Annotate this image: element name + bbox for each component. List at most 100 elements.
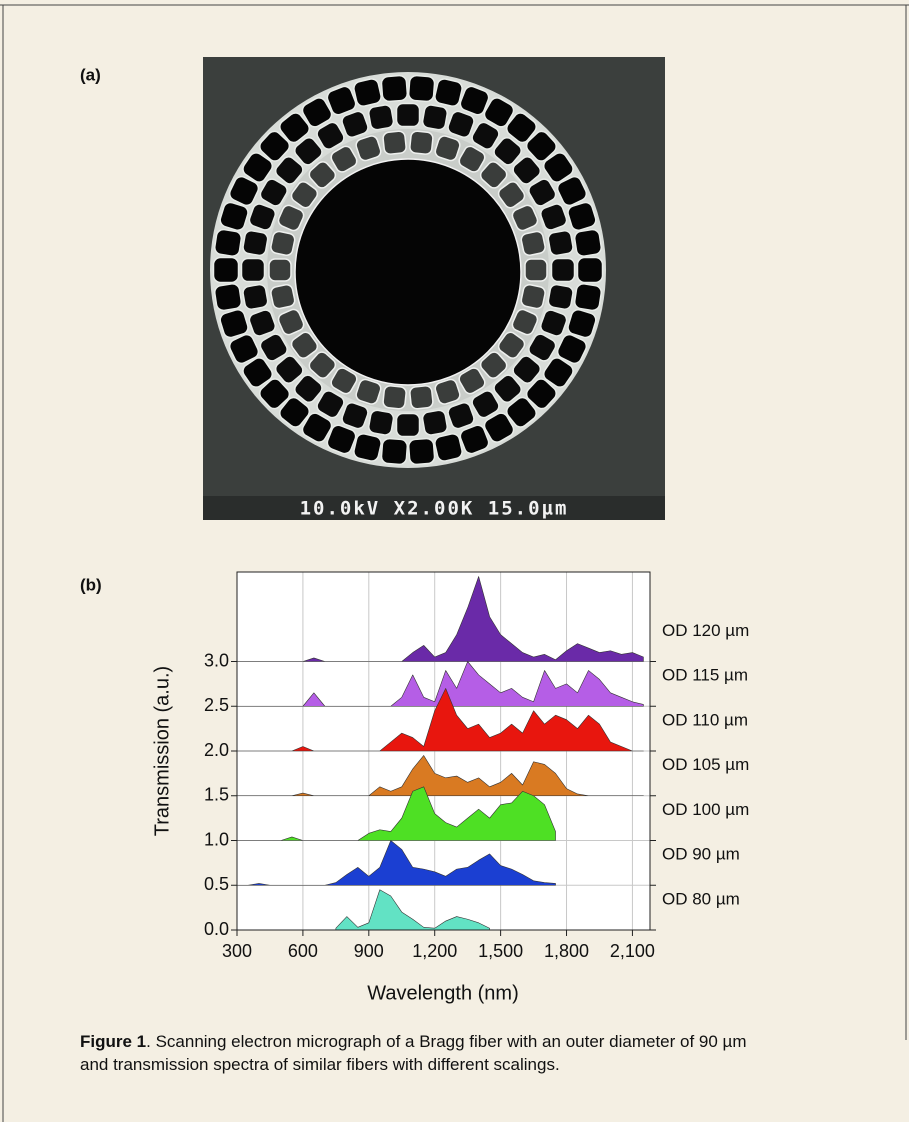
sem-cell <box>270 230 296 257</box>
sem-cell <box>421 104 448 131</box>
sem-cell <box>567 201 597 231</box>
sem-cell <box>341 401 369 430</box>
sem-cell <box>277 308 305 336</box>
sem-cell <box>316 121 345 150</box>
sem-cell <box>259 333 288 362</box>
sem-cell <box>471 390 500 419</box>
sem-cell <box>277 204 305 232</box>
sem-cell <box>308 351 337 379</box>
sem-cell <box>409 385 434 410</box>
sem-cell <box>528 178 557 207</box>
sem-cell <box>274 355 304 384</box>
sem-cell <box>539 309 568 337</box>
y-axis-title: Transmission (a.u.) <box>151 666 173 836</box>
sem-cell <box>279 112 311 144</box>
sem-cell <box>382 130 407 155</box>
sem-core <box>294 158 522 386</box>
panel-label: (a) <box>80 65 101 84</box>
sem-cell <box>409 130 434 155</box>
sem-cell <box>353 433 382 462</box>
sem-cell <box>547 283 574 310</box>
sem-cell <box>459 424 490 455</box>
sem-cell <box>471 121 500 150</box>
x-axis-title: Wavelength (nm) <box>367 982 519 1004</box>
sem-cell <box>214 228 243 257</box>
spectrum-area <box>236 755 644 797</box>
spectrum-area <box>236 840 556 886</box>
sem-cell <box>542 152 574 183</box>
sem-cell <box>316 390 345 419</box>
sem-cell <box>576 256 604 284</box>
sem-cell <box>242 152 274 183</box>
sem-cell <box>434 135 461 162</box>
sem-cell <box>219 201 249 231</box>
plot-frame <box>236 571 651 931</box>
x-tick-label: 600 <box>288 941 318 961</box>
sem-cell <box>483 412 515 443</box>
sem-cell <box>294 374 323 404</box>
y-tick-label: 1.0 <box>204 829 229 849</box>
sem-cell <box>382 385 407 410</box>
x-tick-label: 2,100 <box>610 941 655 961</box>
sem-cell <box>483 97 515 128</box>
caption-text: . Scanning electron micrograph of a Brag… <box>80 1032 747 1074</box>
spectrum-area <box>236 786 556 841</box>
sem-cell <box>567 309 597 339</box>
spectrum-area <box>236 576 644 662</box>
sem-cell <box>228 333 260 365</box>
sem-cell <box>330 367 358 395</box>
sem-cell <box>525 130 557 162</box>
series-label: OD 110 µm <box>662 710 748 729</box>
y-tick-label: 1.5 <box>204 785 229 805</box>
sem-cell <box>395 412 421 438</box>
sem-cell <box>240 257 266 283</box>
sem-cell <box>547 230 574 257</box>
sem-cell <box>511 308 539 336</box>
sem-cell <box>458 367 486 395</box>
sem-cell <box>556 175 588 207</box>
sem-cell <box>493 374 522 404</box>
spectrum-area <box>335 889 490 931</box>
sem-cell <box>326 85 357 116</box>
y-tick-label: 3.0 <box>204 650 229 670</box>
sem-cell <box>308 161 337 189</box>
sem-cell <box>368 409 395 436</box>
sem-cell <box>497 181 526 209</box>
sem-cell <box>214 283 243 312</box>
panel-label: (b) <box>80 575 102 594</box>
sem-cell <box>459 85 490 116</box>
sem-cell <box>212 256 240 284</box>
sem-cell <box>434 378 461 405</box>
sem-cell <box>290 181 319 209</box>
sem-cell <box>497 331 526 359</box>
sem-cell <box>242 230 269 257</box>
x-tick-label: 1,800 <box>544 941 589 961</box>
sem-cell <box>520 283 546 310</box>
sem-cell <box>407 437 436 466</box>
series-label: OD 120 µm <box>662 621 749 640</box>
sem-cell <box>539 203 568 231</box>
sem-cell <box>270 283 296 310</box>
y-tick-label: 2.5 <box>204 695 229 715</box>
sem-cell <box>259 378 291 410</box>
sem-cell <box>479 161 508 189</box>
sem-cell <box>242 357 274 388</box>
sem-cell <box>395 102 421 128</box>
sem-image <box>203 57 665 520</box>
sem-cell <box>524 258 548 282</box>
sem-cell <box>407 74 436 103</box>
sem-cell <box>434 433 463 462</box>
sem-info-bar <box>203 496 665 520</box>
sem-cell <box>301 97 333 128</box>
y-tick-label: 0.5 <box>204 874 229 894</box>
sem-cell <box>274 156 304 185</box>
sem-cell <box>268 258 292 282</box>
y-tick-label: 0.0 <box>204 919 229 939</box>
sem-cell <box>341 110 369 139</box>
sem-label: 10.0kV X2.00K 15.0µm <box>300 498 569 520</box>
sem-cell <box>505 112 537 144</box>
sem-cell <box>520 230 546 257</box>
sem-cell <box>542 357 574 388</box>
x-tick-label: 300 <box>222 941 252 961</box>
sem-cell <box>355 378 382 405</box>
